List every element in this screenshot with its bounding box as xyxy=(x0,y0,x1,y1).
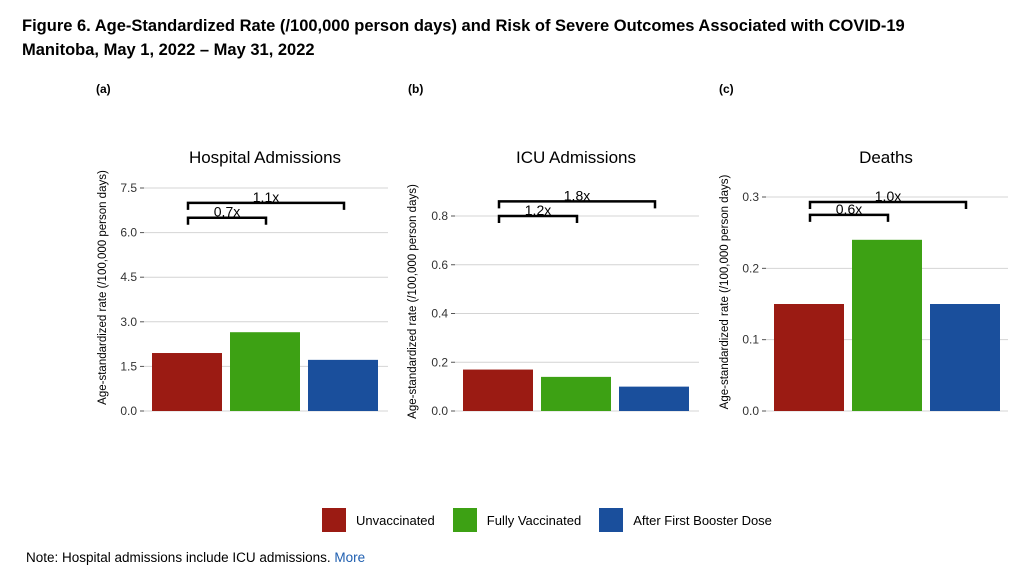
comparison-bracket xyxy=(808,213,890,222)
footnote: Note: Hospital admissions include ICU ad… xyxy=(26,550,365,565)
comparison-label: 1.2x xyxy=(525,202,551,218)
y-axis-label: Age-standardized rate (/100,000 person d… xyxy=(719,175,731,410)
panel-title: Hospital Admissions xyxy=(189,148,341,167)
figure-title: Figure 6. Age-Standardized Rate (/100,00… xyxy=(22,14,905,62)
comparison-bracket xyxy=(497,214,579,223)
y-axis-label: Age-standardized rate (/100,000 person d… xyxy=(97,170,109,405)
legend-item-fully-vaccinated: Fully Vaccinated xyxy=(452,508,582,532)
comparison-bracket xyxy=(186,216,268,225)
comparison-label: 1.1x xyxy=(253,189,279,205)
y-tick-label: 0.3 xyxy=(742,190,759,204)
y-tick-label: 3.0 xyxy=(120,315,137,329)
legend-item-booster: After First Booster Dose xyxy=(599,508,772,532)
legend-swatch-booster xyxy=(599,508,624,532)
figure-title-line-2: Manitoba, May 1, 2022 – May 31, 2022 xyxy=(22,41,315,59)
y-tick-label: 0.4 xyxy=(431,307,448,321)
y-tick-label: 0.0 xyxy=(431,404,448,418)
panel-label: (b) xyxy=(408,82,423,96)
comparison-bracket xyxy=(497,200,657,209)
panel-title: ICU Admissions xyxy=(516,148,636,167)
bar-booster xyxy=(619,386,689,411)
footnote-text: Note: Hospital admissions include ICU ad… xyxy=(26,550,331,565)
y-tick-label: 0.1 xyxy=(742,333,759,347)
comparison-label: 1.8x xyxy=(564,187,590,203)
bar-fully-vaccinated xyxy=(230,332,300,411)
legend: Unvaccinated Fully Vaccinated After Firs… xyxy=(322,508,790,532)
legend-item-unvaccinated: Unvaccinated xyxy=(322,508,435,532)
panel-label: (c) xyxy=(719,82,734,96)
figure-title-line-1: Figure 6. Age-Standardized Rate (/100,00… xyxy=(22,17,905,35)
comparison-label: 0.6x xyxy=(836,201,862,217)
y-axis-label: Age-standardized rate (/100,000 person d… xyxy=(407,184,419,419)
y-tick-label: 0.2 xyxy=(742,261,759,275)
y-tick-label: 0.8 xyxy=(431,209,448,223)
legend-label-fully-vaccinated: Fully Vaccinated xyxy=(486,512,582,528)
bar-unvaccinated xyxy=(774,304,844,411)
more-link[interactable]: More xyxy=(334,550,366,565)
bar-booster xyxy=(930,304,1000,411)
comparison-bracket xyxy=(186,201,346,210)
legend-label-booster: After First Booster Dose xyxy=(633,512,772,528)
legend-label-unvaccinated: Unvaccinated xyxy=(356,512,435,528)
y-tick-label: 0.0 xyxy=(120,404,137,418)
bar-fully-vaccinated xyxy=(852,239,922,411)
bar-unvaccinated xyxy=(152,353,222,411)
comparison-bracket xyxy=(808,200,968,209)
bar-booster xyxy=(308,359,378,411)
legend-swatch-fully-vaccinated xyxy=(452,508,477,532)
panel-title: Deaths xyxy=(859,148,913,167)
bar-unvaccinated xyxy=(463,369,533,411)
comparison-label: 0.7x xyxy=(214,204,240,220)
y-tick-label: 1.5 xyxy=(120,359,137,373)
legend-swatch-unvaccinated xyxy=(322,508,346,532)
y-tick-label: 4.5 xyxy=(120,270,137,284)
y-tick-label: 0.2 xyxy=(431,355,448,369)
y-tick-label: 6.0 xyxy=(120,226,137,240)
y-tick-label: 0.6 xyxy=(431,258,448,272)
y-tick-label: 0.0 xyxy=(742,404,759,418)
panel-label: (a) xyxy=(96,82,111,96)
comparison-label: 1.0x xyxy=(875,188,901,204)
y-tick-label: 7.5 xyxy=(120,181,137,195)
bar-fully-vaccinated xyxy=(541,376,611,411)
